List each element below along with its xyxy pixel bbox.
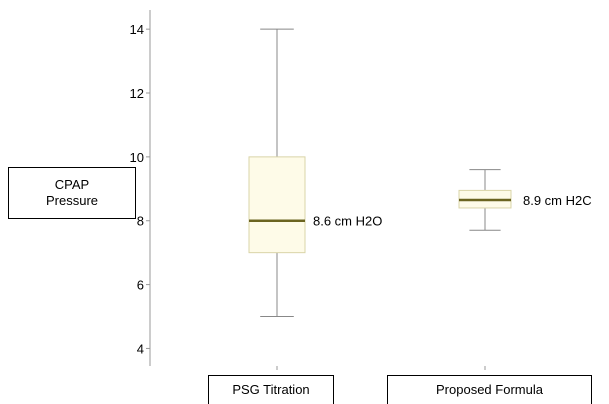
y-tick-label-12: 12 <box>130 86 144 101</box>
y-axis-label: CPAP Pressure <box>8 167 136 219</box>
category-label-psg-titration: PSG Titration <box>208 375 334 404</box>
y-tick-label-4: 4 <box>137 341 144 356</box>
y-tick-label-10: 10 <box>130 150 144 165</box>
category-label-proposed-formula: Proposed Formula <box>387 375 592 404</box>
y-axis <box>146 10 486 370</box>
boxes: 8.6 cm H2O 8.9 cm H2C <box>248 28 592 318</box>
box-iqr-psg-titration <box>248 156 306 254</box>
y-tick-label-14: 14 <box>130 22 144 37</box>
y-tick-label-6: 6 <box>137 278 144 293</box>
median-annotation-psg-titration: 8.6 cm H2O <box>313 214 382 229</box>
y-tick-labels: 4 6 8 10 12 14 <box>130 22 144 356</box>
y-tick-label-8: 8 <box>137 214 144 229</box>
median-annotation-proposed-formula: 8.9 cm H2C <box>523 193 592 208</box>
